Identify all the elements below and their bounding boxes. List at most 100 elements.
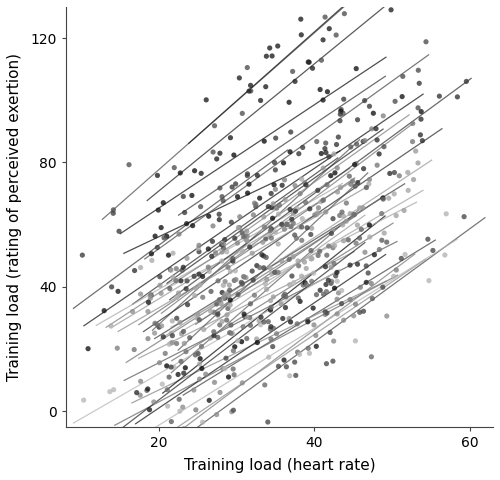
- Point: [312, 211, 320, 218]
- Point: [237, 278, 245, 286]
- Point: [212, 249, 220, 257]
- Point: [329, 226, 337, 234]
- Point: [190, 167, 198, 175]
- Point: [266, 264, 274, 272]
- Point: [194, 350, 202, 358]
- Point: [259, 239, 267, 246]
- Point: [173, 294, 181, 301]
- Point: [291, 78, 299, 85]
- Point: [212, 411, 220, 419]
- Point: [246, 82, 254, 89]
- Point: [296, 298, 304, 305]
- Point: [268, 234, 276, 242]
- Point: [267, 303, 275, 311]
- Point: [192, 406, 200, 414]
- Point: [410, 176, 418, 183]
- Point: [302, 181, 310, 189]
- Point: [136, 264, 144, 271]
- Point: [360, 307, 368, 315]
- Point: [80, 396, 88, 404]
- Point: [246, 322, 254, 329]
- Point: [301, 179, 309, 187]
- Point: [182, 348, 190, 356]
- Point: [387, 6, 395, 13]
- Point: [254, 339, 262, 347]
- Point: [257, 313, 265, 321]
- Point: [165, 373, 173, 381]
- Point: [408, 120, 416, 127]
- Point: [398, 93, 406, 100]
- Point: [176, 169, 184, 177]
- Point: [308, 277, 316, 285]
- Point: [352, 337, 360, 345]
- Point: [342, 199, 350, 207]
- Point: [348, 177, 356, 185]
- Point: [291, 182, 299, 190]
- Point: [312, 291, 320, 299]
- Point: [226, 296, 234, 304]
- Point: [294, 257, 302, 265]
- Point: [359, 204, 367, 212]
- Point: [115, 228, 123, 235]
- X-axis label: Training load (heart rate): Training load (heart rate): [184, 458, 375, 473]
- Point: [324, 242, 332, 250]
- Point: [287, 223, 295, 230]
- Point: [350, 312, 358, 320]
- Point: [350, 211, 358, 218]
- Point: [319, 36, 327, 44]
- Point: [332, 31, 340, 39]
- Point: [160, 234, 168, 242]
- Point: [181, 450, 189, 457]
- Point: [196, 203, 204, 211]
- Point: [198, 273, 206, 280]
- Point: [379, 283, 387, 291]
- Point: [385, 194, 393, 202]
- Point: [362, 184, 370, 192]
- Point: [172, 340, 180, 348]
- Point: [400, 206, 408, 214]
- Point: [166, 285, 174, 292]
- Point: [286, 128, 294, 136]
- Point: [365, 180, 373, 188]
- Point: [260, 264, 268, 272]
- Point: [244, 64, 252, 72]
- Point: [235, 224, 243, 231]
- Point: [277, 300, 285, 308]
- Point: [180, 264, 188, 271]
- Point: [270, 324, 278, 332]
- Point: [161, 349, 169, 357]
- Point: [382, 238, 390, 246]
- Point: [169, 274, 177, 281]
- Point: [337, 107, 345, 115]
- Point: [330, 284, 338, 292]
- Point: [274, 240, 282, 248]
- Point: [242, 236, 250, 244]
- Point: [298, 237, 306, 244]
- Point: [195, 248, 203, 255]
- Point: [209, 148, 217, 156]
- Point: [379, 112, 387, 120]
- Point: [226, 268, 234, 276]
- Point: [186, 334, 194, 342]
- Point: [298, 272, 306, 280]
- Point: [240, 310, 248, 318]
- Point: [167, 339, 175, 347]
- Point: [303, 224, 311, 232]
- Point: [224, 264, 232, 271]
- Point: [114, 288, 122, 295]
- Point: [144, 299, 152, 306]
- Point: [269, 200, 277, 208]
- Point: [322, 149, 330, 156]
- Point: [318, 56, 326, 64]
- Point: [441, 251, 449, 259]
- Point: [238, 379, 246, 387]
- Point: [417, 108, 425, 115]
- Point: [329, 215, 337, 223]
- Point: [151, 232, 159, 240]
- Point: [305, 59, 313, 66]
- Point: [248, 267, 256, 275]
- Point: [218, 257, 226, 265]
- Point: [221, 294, 229, 302]
- Point: [379, 194, 387, 202]
- Point: [172, 445, 180, 453]
